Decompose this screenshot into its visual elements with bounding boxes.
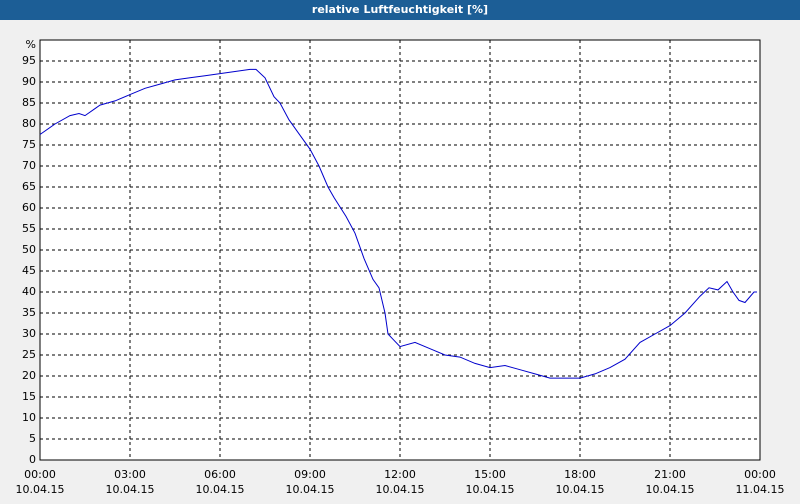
x-tick-date: 10.04.15 [106,483,155,496]
x-tick-date: 10.04.15 [646,483,695,496]
x-tick-label: 00:00 [24,468,56,481]
y-tick-label: 15 [22,390,36,403]
data-line [39,68,757,379]
y-tick-label: 40 [22,285,36,298]
x-tick-label: 18:00 [564,468,596,481]
y-tick-label: 65 [22,180,36,193]
x-tick-label: 06:00 [204,468,236,481]
y-tick-label: % [26,38,36,51]
x-tick-date: 10.04.15 [16,483,65,496]
x-tick-date: 11.04.15 [736,483,785,496]
y-tick-label: 35 [22,306,36,319]
plot-border [39,39,761,461]
y-tick-label: 90 [22,75,36,88]
x-tick-date: 10.04.15 [466,483,515,496]
x-tick-date: 10.04.15 [376,483,425,496]
chart-title: relative Luftfeuchtigkeit [%] [312,3,488,16]
x-tick-label: 09:00 [294,468,326,481]
x-tick-date: 10.04.15 [196,483,245,496]
x-tick-label: 21:00 [654,468,686,481]
y-tick-label: 20 [22,369,36,382]
y-tick-label: 0 [29,453,36,466]
x-tick-label: 12:00 [384,468,416,481]
x-tick-label: 00:00 [744,468,776,481]
y-tick-label: 75 [22,138,36,151]
y-tick-label: 30 [22,327,36,340]
y-tick-label: 25 [22,348,36,361]
title-bar [0,0,800,20]
y-tick-label: 95 [22,54,36,67]
y-tick-label: 50 [22,243,36,256]
x-tick-date: 10.04.15 [556,483,605,496]
y-tick-label: 85 [22,96,36,109]
y-tick-label: 10 [22,411,36,424]
y-tick-label: 55 [22,222,36,235]
x-tick-label: 03:00 [114,468,146,481]
y-tick-label: 60 [22,201,36,214]
y-tick-label: 70 [22,159,36,172]
x-tick-date: 10.04.15 [286,483,335,496]
y-tick-label: 45 [22,264,36,277]
y-tick-label: 5 [29,432,36,445]
x-tick-label: 15:00 [474,468,506,481]
y-tick-label: 80 [22,117,36,130]
